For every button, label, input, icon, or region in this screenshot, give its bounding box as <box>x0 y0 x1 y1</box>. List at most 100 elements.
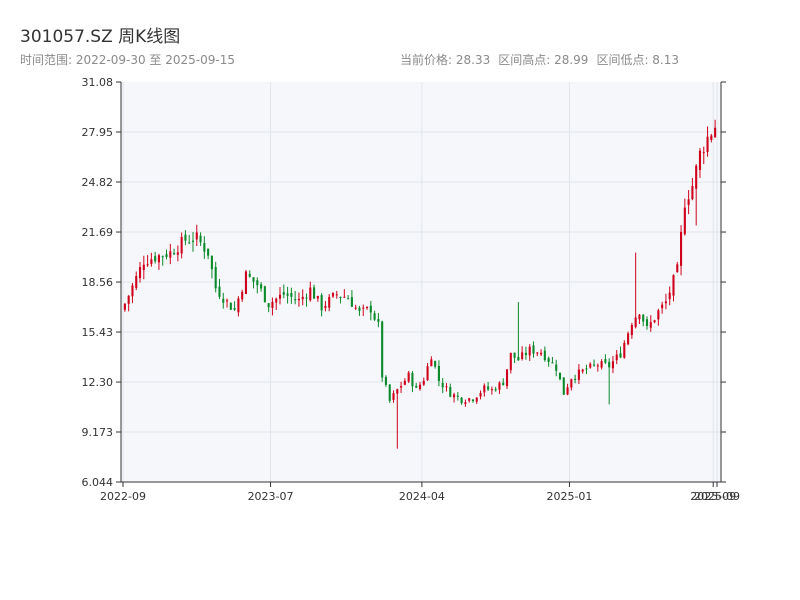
candle-body <box>282 292 285 295</box>
candle-body <box>324 305 327 309</box>
candle-body <box>479 393 482 397</box>
candle-body <box>331 292 335 297</box>
candle-body <box>354 307 357 309</box>
candle-body <box>260 284 263 289</box>
candle-body <box>286 293 289 296</box>
candle-body <box>373 313 376 320</box>
candle-body <box>222 298 225 303</box>
candle-body <box>627 333 630 345</box>
candle-body <box>396 389 399 394</box>
candle-body <box>468 398 471 401</box>
candle-body <box>691 185 694 200</box>
candle-body <box>309 287 312 301</box>
candle-body <box>687 199 690 205</box>
x-tick-label: 2023-07 <box>248 490 294 503</box>
candle-body <box>487 386 490 390</box>
candle-body <box>225 300 229 302</box>
range-high-label: 区间高点: 28.99 <box>498 53 589 67</box>
candle-body <box>241 291 244 300</box>
candle-body <box>422 380 425 385</box>
candle-body <box>555 364 558 371</box>
candle-body <box>142 264 145 270</box>
candle-body <box>702 152 705 154</box>
candle-body <box>388 384 391 401</box>
candle-body <box>381 321 384 378</box>
candle-body <box>294 299 297 301</box>
candle-body <box>683 207 686 235</box>
candles <box>123 119 717 449</box>
candle-body <box>161 256 164 258</box>
candle-body <box>157 255 160 263</box>
candle-body <box>570 379 573 388</box>
candle-body <box>536 352 539 354</box>
candle-body <box>278 294 282 299</box>
candle-body <box>335 294 338 296</box>
current-price-label: 当前价格: 28.33 <box>400 53 491 67</box>
candle-body <box>680 231 683 266</box>
candle-body <box>316 295 319 299</box>
candle-body <box>528 346 531 356</box>
candle-body <box>585 368 588 370</box>
candle-body <box>494 389 497 391</box>
candle-body <box>551 362 554 364</box>
candle-body <box>657 310 660 320</box>
candle-body <box>369 305 372 313</box>
candle-body <box>146 264 149 266</box>
candle-body <box>180 236 183 254</box>
candle-body <box>229 302 232 310</box>
candle-body <box>441 382 444 388</box>
candle-body <box>377 319 380 322</box>
candle-body <box>456 395 459 397</box>
x-tick-label: 2025-09 <box>694 490 740 503</box>
y-tick-label: 9.173 <box>82 426 114 439</box>
candle-body <box>358 307 361 311</box>
candle-body <box>275 298 278 303</box>
price-summary: 当前价格: 28.33 区间高点: 28.99 区间低点: 8.13 <box>400 51 687 68</box>
y-tick-label: 12.30 <box>82 376 114 389</box>
candle-body <box>505 369 509 387</box>
candle-body <box>169 251 172 258</box>
candle-body <box>706 136 709 153</box>
candle-body <box>513 352 516 358</box>
candle-body <box>664 301 667 304</box>
candle-body <box>710 135 713 141</box>
candle-body <box>475 397 478 402</box>
candle-body <box>676 264 679 273</box>
candle-body <box>619 353 622 358</box>
candle-body <box>502 382 505 386</box>
candle-body <box>203 243 206 252</box>
candle-body <box>313 287 316 299</box>
y-tick-label: 6.044 <box>82 476 114 489</box>
candle-body <box>127 295 130 304</box>
candle-body <box>543 350 546 361</box>
y-tick-label: 18.56 <box>82 276 114 289</box>
candle-body <box>574 378 577 380</box>
candle-body <box>154 256 157 262</box>
candle-body <box>642 314 645 322</box>
candle-body <box>645 319 649 326</box>
candle-body <box>339 297 342 299</box>
candle-body <box>415 385 418 388</box>
candle-body <box>365 306 369 309</box>
candle-body <box>237 298 240 313</box>
candle-body <box>407 372 410 382</box>
candle-body <box>123 303 126 310</box>
candle-body <box>540 352 543 355</box>
candle-body <box>592 364 596 366</box>
candle-body <box>305 297 308 299</box>
candle-body <box>267 303 270 308</box>
candle-body <box>135 275 138 289</box>
candle-body <box>400 386 403 388</box>
candle-body <box>577 369 580 380</box>
candle-body <box>589 363 592 368</box>
axes: 6.044 9.173 12.30 15.43 18.56 21.69 24.82 27.95… <box>82 76 740 503</box>
candle-body <box>623 342 626 358</box>
x-tick-label: 2025-09 <box>690 490 736 503</box>
candle-body <box>672 275 675 296</box>
candle-body <box>362 307 365 309</box>
candle-body <box>150 259 153 264</box>
candle-body <box>634 317 637 328</box>
candle-body <box>604 359 607 363</box>
candle-body <box>347 298 350 300</box>
